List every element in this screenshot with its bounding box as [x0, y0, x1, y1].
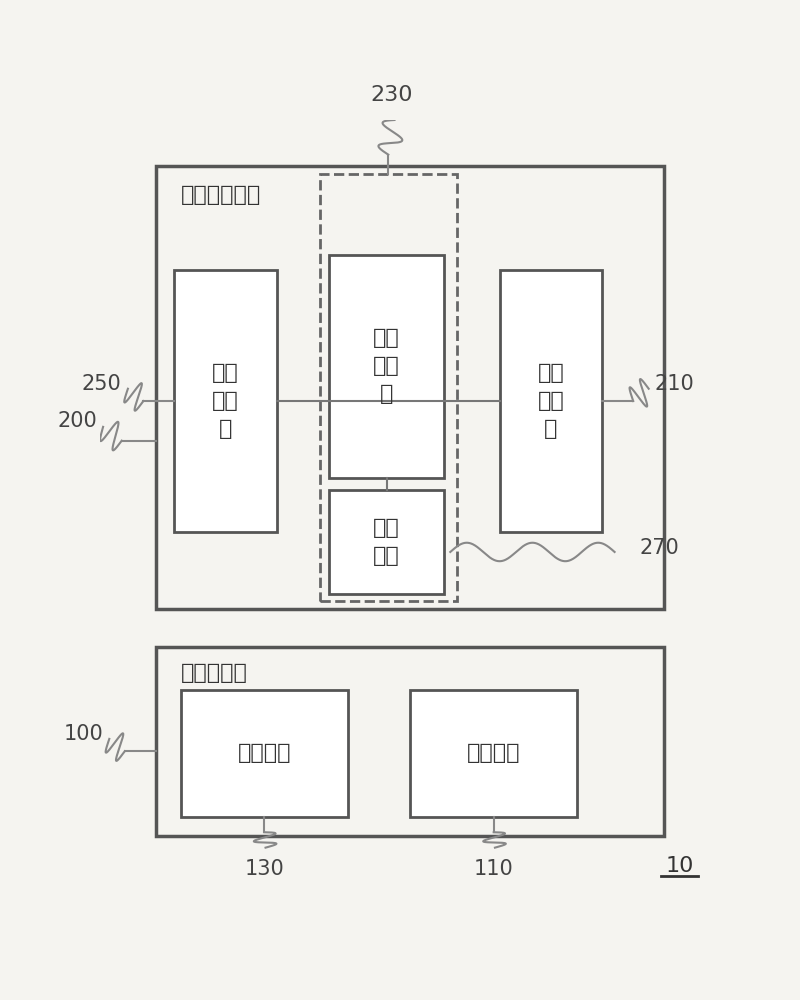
Text: 230: 230 [370, 85, 413, 105]
Text: 光学触控笔: 光学触控笔 [181, 663, 247, 683]
Text: 210: 210 [655, 374, 694, 394]
Text: 触控
操作
面: 触控 操作 面 [538, 363, 565, 439]
Text: 100: 100 [63, 724, 103, 744]
Text: 110: 110 [474, 859, 514, 879]
Bar [174, 270, 277, 532]
Text: 130: 130 [245, 859, 284, 879]
Text: 触控
控制
器: 触控 控制 器 [212, 363, 239, 439]
Text: 发光
元件: 发光 元件 [374, 518, 400, 566]
Text: 200: 200 [57, 411, 97, 431]
Text: 250: 250 [82, 374, 122, 394]
Bar [330, 490, 444, 594]
Bar [156, 166, 664, 609]
Text: 反光笔头: 反光笔头 [238, 743, 291, 763]
Bar [156, 647, 664, 836]
Text: 本体部分: 本体部分 [467, 743, 521, 763]
Text: 光学触控装置: 光学触控装置 [181, 185, 261, 205]
Text: 270: 270 [639, 538, 679, 558]
Bar [181, 690, 348, 817]
Bar [410, 690, 578, 817]
Text: 10: 10 [666, 856, 694, 876]
Bar [500, 270, 602, 532]
Bar [330, 255, 444, 478]
Text: 光学
感测
器: 光学 感测 器 [374, 328, 400, 404]
Bar [320, 174, 457, 601]
